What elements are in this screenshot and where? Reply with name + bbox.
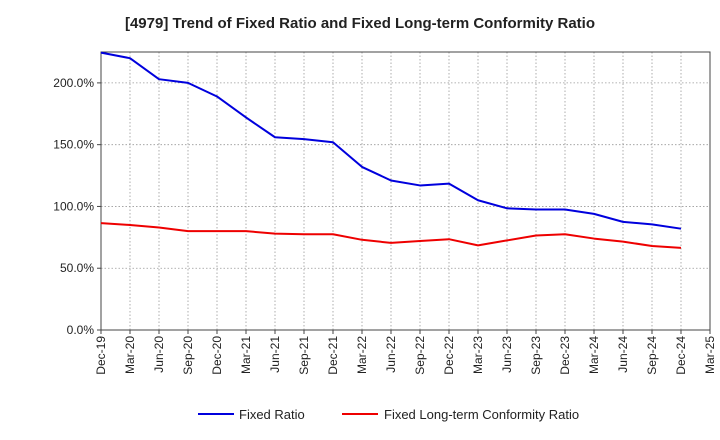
x-tick-label: Dec-24	[674, 336, 688, 375]
x-tick-label: Sep-23	[529, 336, 543, 375]
legend-label-1: Fixed Ratio	[239, 407, 305, 422]
x-tick-label: Jun-23	[500, 336, 514, 373]
y-tick-label: 150.0%	[53, 138, 94, 152]
x-tick-label: Dec-21	[326, 336, 340, 375]
x-tick-label: Sep-24	[645, 336, 659, 375]
y-tick-label: 50.0%	[60, 261, 94, 275]
x-tick-label: Jun-20	[152, 336, 166, 373]
legend-label-2: Fixed Long-term Conformity Ratio	[384, 407, 579, 422]
x-tick-label: Mar-25	[703, 336, 717, 374]
y-tick-label: 100.0%	[53, 199, 94, 213]
x-tick-label: Sep-20	[181, 336, 195, 375]
x-tick-label: Jun-21	[268, 336, 282, 373]
x-tick-label: Dec-23	[558, 336, 572, 375]
x-tick-label: Mar-24	[587, 336, 601, 374]
x-tick-label: Sep-22	[413, 336, 427, 375]
x-tick-label: Mar-23	[471, 336, 485, 374]
plot-frame	[100, 51, 711, 331]
x-tick-label: Jun-24	[616, 336, 630, 373]
x-tick-label: Jun-22	[384, 336, 398, 373]
series-line-2	[100, 222, 682, 249]
x-tick-label: Mar-20	[123, 336, 137, 374]
x-tick-label: Mar-22	[355, 336, 369, 374]
x-tick-label: Dec-20	[210, 336, 224, 375]
x-tick-label: Mar-21	[239, 336, 253, 374]
x-tick-label: Sep-21	[297, 336, 311, 375]
y-tick-label: 0.0%	[67, 323, 95, 337]
x-tick-label: Dec-22	[442, 336, 456, 375]
y-tick-label: 200.0%	[53, 76, 94, 90]
chart-title: [4979] Trend of Fixed Ratio and Fixed Lo…	[124, 15, 596, 32]
series-line-1	[100, 51, 682, 230]
x-tick-label: Dec-19	[94, 336, 108, 375]
